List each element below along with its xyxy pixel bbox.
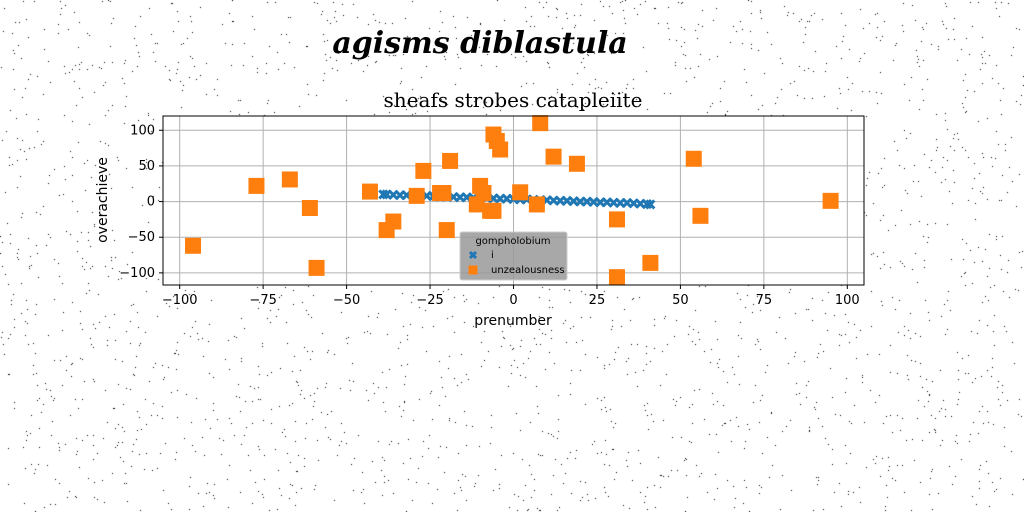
series-point-unzealousness: [415, 162, 432, 179]
series-point-i: [645, 199, 656, 210]
legend-box: [459, 231, 568, 281]
legend-marker-unzealousness-glyph: [468, 265, 478, 275]
x-tick-label: 75: [756, 293, 773, 308]
series-point-unzealousness: [408, 187, 425, 204]
x-tick-label: −25: [416, 293, 443, 308]
series-point-unzealousness: [385, 213, 402, 230]
legend-title: gompholobium: [475, 236, 550, 247]
series-point-unzealousness: [568, 155, 585, 172]
series-point-unzealousness: [692, 207, 709, 224]
series-point-unzealousness: [361, 183, 378, 200]
series-point-unzealousness: [492, 141, 509, 158]
data-points: [185, 115, 839, 286]
series-point-unzealousness: [485, 202, 502, 219]
y-tick-label: 100: [130, 123, 155, 138]
legend-label-unzealousness: unzealousness: [491, 265, 565, 276]
x-tick-label: 25: [589, 293, 606, 308]
figure-suptitle: agisms diblastula: [332, 26, 628, 61]
y-axis-label: overachieve: [95, 157, 111, 243]
series-1: [185, 115, 839, 286]
plot-frame: [162, 115, 865, 286]
legend-marker-i: [468, 250, 478, 260]
chart-title: sheafs strobes catapleiite: [384, 88, 643, 112]
x-tick-label: −100: [162, 293, 198, 308]
legend: gompholobium i unzealousness: [459, 231, 568, 281]
x-axis-label: prenumber: [474, 313, 552, 329]
series-point-unzealousness: [512, 184, 529, 201]
series-point-unzealousness: [435, 185, 452, 202]
series-point-unzealousness: [642, 254, 659, 271]
x-tick-label: −75: [249, 293, 276, 308]
legend-marker-unzealousness: [468, 265, 478, 275]
legend-marker-i-glyph: [468, 250, 478, 260]
series-point-unzealousness: [545, 148, 562, 165]
y-tick-label: 0: [147, 195, 155, 210]
x-tick-label: −50: [333, 293, 360, 308]
series-point-unzealousness: [608, 211, 625, 228]
series-point-unzealousness: [532, 115, 549, 132]
series-point-unzealousness: [528, 196, 545, 213]
series-point-unzealousness: [442, 152, 459, 169]
axis-ticks: −100 −75 −50 −25 0 25 50 75 100 −100 −50 0 50 100: [119, 123, 859, 308]
x-tick-label: 0: [509, 293, 517, 308]
series-point-unzealousness: [308, 259, 325, 276]
y-tick-label: −50: [128, 230, 155, 245]
series-point-unzealousness: [608, 269, 625, 286]
x-tick-label: 100: [835, 293, 860, 308]
series-point-unzealousness: [185, 237, 202, 254]
series-point-unzealousness: [475, 185, 492, 202]
series-point-unzealousness: [281, 171, 298, 188]
series-point-unzealousness: [685, 150, 702, 167]
series-point-unzealousness: [301, 199, 318, 216]
series-point-unzealousness: [438, 222, 455, 239]
legend-label-i: i: [491, 250, 494, 261]
x-tick-label: 50: [672, 293, 689, 308]
series-point-unzealousness: [822, 192, 839, 209]
series-point-unzealousness: [248, 177, 265, 194]
y-tick-label: 50: [138, 159, 155, 174]
y-tick-label: −100: [119, 266, 155, 281]
